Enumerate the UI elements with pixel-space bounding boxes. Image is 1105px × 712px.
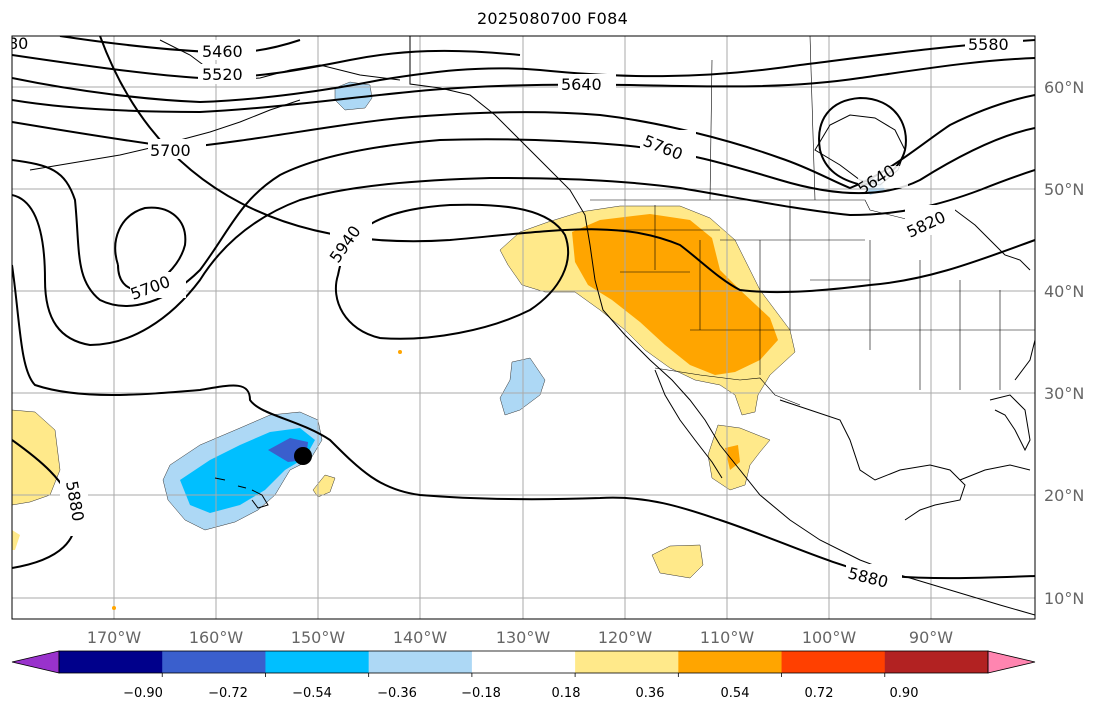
lon-tick-label: 160°W: [189, 628, 244, 647]
colorbar-tick-label: −0.36: [377, 686, 417, 701]
caribbean: [959, 464, 1031, 481]
coastlines: [29, 36, 1035, 616]
contour-5820: [12, 169, 1035, 347]
lon-tick-label: 150°W: [291, 628, 346, 647]
alaska-north-coast: [159, 39, 401, 81]
baja-peninsula: [654, 369, 723, 479]
lat-tick-label: 30°N: [1044, 384, 1084, 403]
alaska-negative-fill: [334, 81, 373, 111]
small-dot: [398, 350, 402, 354]
colorbar-extend-max: [987, 650, 1036, 674]
contour-5940: [334, 203, 570, 340]
contour-5640: [12, 57, 1035, 114]
colorbar-segment: [265, 651, 370, 673]
map-title: 2025080700 F084: [476, 9, 629, 28]
east-coast: [1014, 339, 1035, 381]
colorbar-segment: [575, 651, 679, 673]
colorbar-segment: [678, 651, 783, 673]
gulf-coast: [779, 399, 966, 521]
colorbar-tick-label: −0.18: [461, 686, 501, 701]
colorbar-tick-label: 0.72: [805, 686, 834, 701]
north-america-coast: [409, 36, 1035, 616]
point-marker: [294, 447, 312, 465]
contour-5760: [12, 127, 1035, 307]
colorbar-outline: [58, 650, 989, 674]
baja-orange-fill: [725, 445, 740, 470]
colorbar-tick-label: −0.90: [123, 686, 163, 701]
colorbar-tick-label: 0.36: [636, 686, 665, 701]
colorbar-tick-label: 0.54: [721, 686, 750, 701]
colorbar-tick-label: −0.54: [292, 686, 332, 701]
colorbar-segment: [368, 651, 473, 673]
contour-label: 5460: [202, 42, 243, 61]
contour-5880: [12, 264, 1035, 580]
colorbar-tick-label: −0.72: [208, 686, 248, 701]
lat-tick-label: 60°N: [1044, 78, 1084, 97]
lon-tick-label: 110°W: [700, 628, 755, 647]
contour-label: 80: [8, 34, 28, 53]
contour-5520: [12, 49, 521, 80]
colorbar-tick-label: 0.90: [890, 686, 919, 701]
contour-label: 5700: [150, 141, 191, 160]
hawaiian-islands: [214, 477, 269, 509]
lat-tick-label: 50°N: [1044, 180, 1084, 199]
lon-tick-label: 100°W: [802, 628, 857, 647]
lon-tick-labels: 170°W 160°W 150°W 140°W 130°W 120°W 110°…: [87, 628, 953, 647]
lat-tick-label: 40°N: [1044, 282, 1084, 301]
lat-tick-labels: 60°N 50°N 40°N 30°N 20°N 10°N: [1044, 78, 1084, 608]
colorbar: [11, 650, 1036, 677]
colorbar-ticks: −0.90 −0.72 −0.54 −0.36 −0.18 0.18 0.36 …: [123, 686, 918, 701]
florida: [989, 394, 1031, 452]
small-dot: [112, 606, 116, 610]
lon-tick-label: 170°W: [87, 628, 142, 647]
colorbar-tick-label: 0.18: [552, 686, 581, 701]
lon-tick-label: 140°W: [393, 628, 448, 647]
colorbar-segment: [471, 651, 576, 673]
lon-tick-label: 130°W: [496, 628, 551, 647]
us-mexico-border: [654, 367, 801, 406]
lon-tick-label: 120°W: [598, 628, 653, 647]
contour-5640-low: [818, 96, 907, 187]
map-border: [11, 35, 1036, 620]
anomaly-fills: [12, 81, 885, 579]
colorbar-segment: [884, 651, 989, 673]
colorbar-extend-min: [11, 650, 60, 674]
colorbar-segment: [59, 651, 163, 673]
left-edge-positive-small: [12, 530, 20, 550]
lat-tick-label: 20°N: [1044, 486, 1084, 505]
contour-label: 5640: [561, 75, 602, 94]
lon-tick-label: 90°W: [909, 628, 953, 647]
lat-tick-label: 10°N: [1044, 589, 1084, 608]
contour-5880-north: [99, 36, 1035, 294]
contour-5580: [12, 39, 1035, 104]
colorbar-segment: [781, 651, 886, 673]
contour-label: 5520: [202, 65, 243, 84]
colorbar-segment: [162, 651, 266, 673]
tropics-positive: [651, 544, 704, 579]
contour-label: 5580: [968, 35, 1009, 54]
